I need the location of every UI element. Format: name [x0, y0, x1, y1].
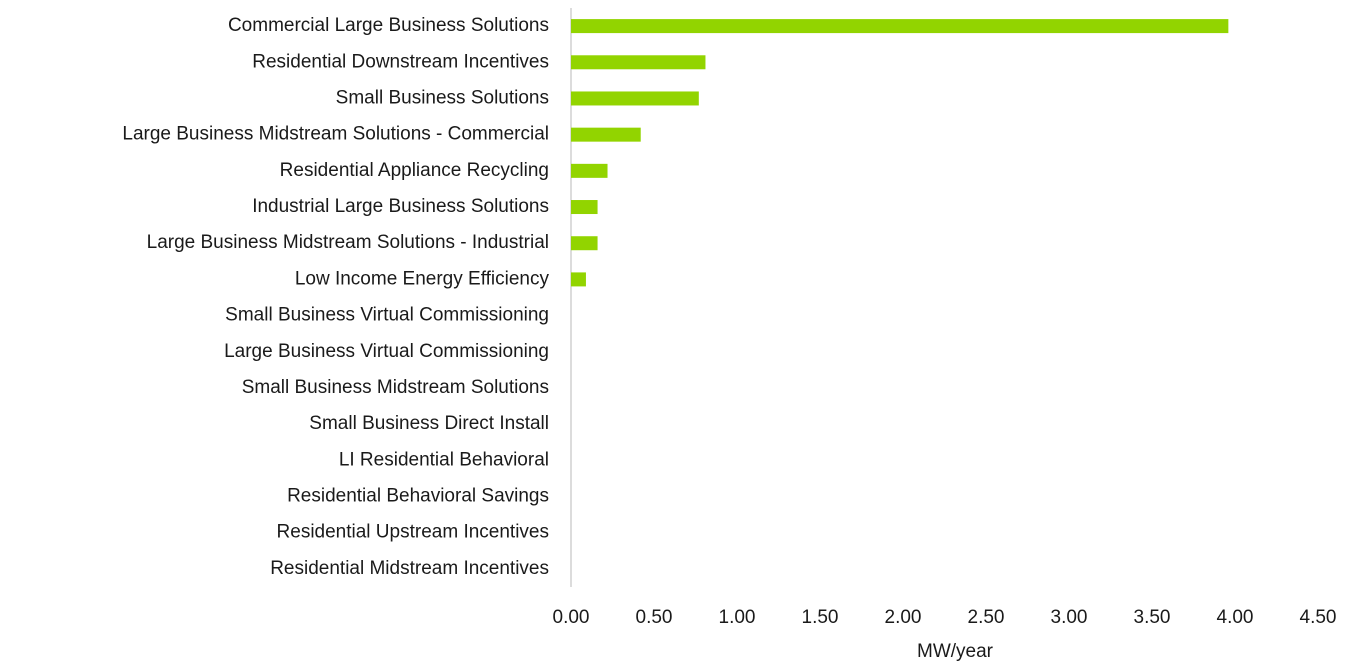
- y-tick-label: Commercial Large Business Solutions: [228, 15, 549, 36]
- y-tick-label: Residential Midstream Incentives: [270, 558, 549, 579]
- bar: [571, 127, 641, 142]
- x-tick-label: 1.50: [802, 607, 839, 628]
- y-tick-label: Large Business Midstream Solutions - Com…: [122, 124, 549, 145]
- y-tick-label: Low Income Energy Efficiency: [295, 268, 550, 289]
- y-tick-label: Residential Appliance Recycling: [280, 160, 549, 181]
- x-tick-label: 1.00: [719, 607, 756, 628]
- x-tick-label: 0.50: [636, 607, 673, 628]
- bar: [571, 272, 586, 287]
- y-tick-label: Large Business Virtual Commissioning: [224, 341, 549, 362]
- y-tick-label: Small Business Solutions: [336, 87, 549, 108]
- bar: [571, 19, 1229, 34]
- x-axis-label: MW/year: [917, 641, 994, 662]
- bar: [571, 200, 598, 215]
- x-tick-label: 0.00: [553, 607, 590, 628]
- x-tick-label: 4.50: [1300, 607, 1337, 628]
- y-tick-label: Small Business Direct Install: [309, 413, 549, 434]
- y-tick-label: Industrial Large Business Solutions: [252, 196, 549, 217]
- y-tick-label: Residential Downstream Incentives: [252, 51, 549, 72]
- y-tick-label: Large Business Midstream Solutions - Ind…: [147, 232, 549, 253]
- y-tick-label: Small Business Virtual Commissioning: [225, 305, 549, 326]
- bar: [571, 55, 706, 70]
- y-tick-label: LI Residential Behavioral: [339, 449, 549, 470]
- bar: [571, 236, 598, 251]
- y-tick-label: Small Business Midstream Solutions: [242, 377, 549, 398]
- y-tick-label: Residential Upstream Incentives: [277, 522, 549, 543]
- x-tick-label: 2.50: [968, 607, 1005, 628]
- x-tick-label: 3.50: [1134, 607, 1171, 628]
- x-tick-label: 2.00: [885, 607, 922, 628]
- bar: [571, 91, 699, 106]
- x-tick-label: 4.00: [1217, 607, 1254, 628]
- x-tick-label: 3.00: [1051, 607, 1088, 628]
- bar: [571, 163, 608, 178]
- y-tick-label: Residential Behavioral Savings: [287, 486, 549, 507]
